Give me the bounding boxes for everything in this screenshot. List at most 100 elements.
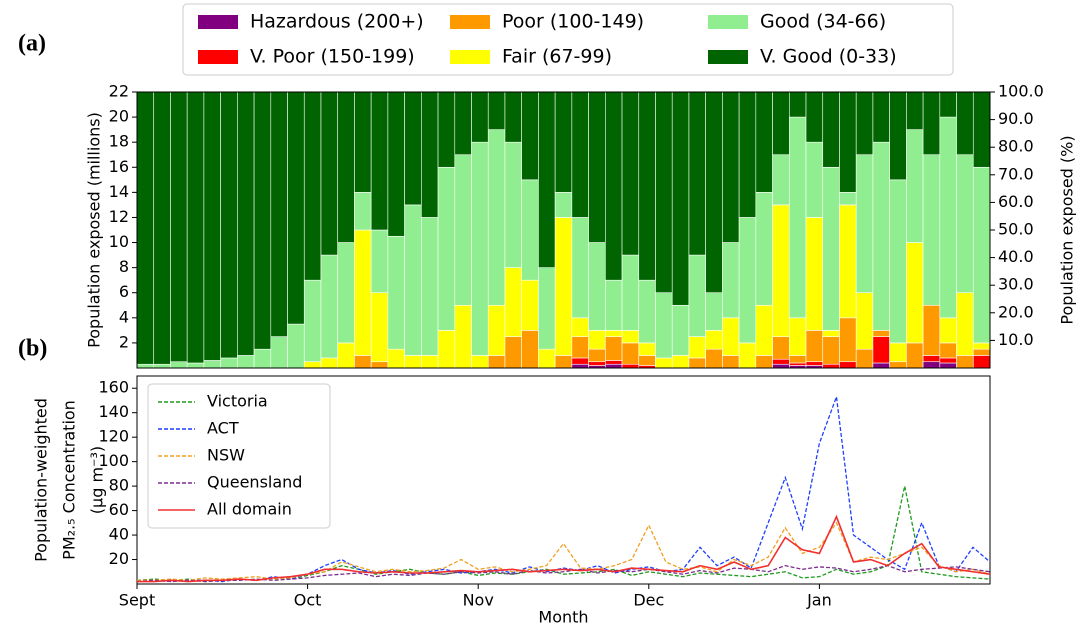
legend-label: Fair (67-99)	[502, 46, 612, 68]
bar-segment	[822, 166, 840, 331]
bar-segment	[337, 342, 355, 369]
bar-segment	[287, 91, 305, 325]
bar-segment	[805, 91, 824, 143]
legend-label: V. Poor (150-199)	[250, 46, 415, 68]
y2-tick-label: 60.0	[998, 192, 1034, 211]
bar-segment	[688, 336, 706, 359]
bar-segment	[253, 91, 272, 350]
y2-axis-title: Population exposed (%)	[1058, 135, 1077, 324]
bar-segment	[605, 360, 623, 365]
bar-segment	[303, 91, 322, 281]
bar-segment	[956, 91, 974, 156]
x-tick-label: Dec	[633, 591, 664, 610]
bar-segment	[487, 129, 506, 306]
bar-segment	[638, 342, 656, 356]
y-tick-label: 60	[109, 500, 129, 519]
bar-segment	[421, 217, 439, 356]
bar-segment	[287, 323, 305, 369]
x-tick-label: Oct	[294, 591, 322, 610]
bar-segment	[688, 357, 706, 369]
bar-segment	[237, 91, 255, 356]
y-tick-label: 20	[109, 107, 129, 126]
bar-segment	[705, 292, 723, 331]
y2-tick-label: 80.0	[998, 137, 1034, 156]
bar-segment	[906, 242, 924, 344]
bar-segment	[839, 361, 857, 369]
bar-segment	[437, 166, 456, 331]
y-tick-label: 22	[109, 82, 129, 101]
bar-segment	[320, 254, 339, 359]
bar-segment	[237, 355, 255, 369]
bar-segment	[387, 91, 405, 237]
legend-swatch	[198, 15, 238, 29]
bar-segment	[655, 292, 673, 359]
bar-segment	[554, 217, 573, 356]
bar-segment	[487, 304, 506, 356]
bar-segment	[939, 317, 957, 344]
bar-segment	[186, 91, 205, 364]
bar-segment	[906, 342, 924, 369]
x-tick-label: Nov	[463, 591, 494, 610]
bar-segment	[571, 357, 589, 365]
bar-segment	[939, 342, 957, 359]
bar-segment	[839, 192, 857, 206]
bar-segment	[370, 292, 389, 363]
bar-segment	[337, 91, 355, 243]
y2-tick-label: 50.0	[998, 220, 1034, 239]
bar-segment	[855, 154, 874, 294]
y-tick-label: 120	[98, 427, 129, 446]
bar-segment	[303, 279, 322, 363]
bar-segment	[939, 362, 957, 369]
bar-segment	[504, 141, 522, 268]
bar-segment	[471, 141, 489, 356]
y-tick-label: 18	[109, 132, 129, 151]
bar-segment	[588, 330, 606, 350]
bar-segment	[972, 342, 991, 350]
legend-label: V. Good (0-33)	[760, 46, 897, 68]
bar-segment	[906, 91, 924, 130]
bar-segment	[772, 204, 790, 337]
bar-segment	[922, 154, 941, 306]
y-tick-label: 160	[98, 378, 129, 397]
y-tick-label: 40	[109, 525, 129, 544]
bar-segment	[772, 91, 790, 156]
bar-segment	[956, 154, 974, 294]
bar-segment	[605, 330, 623, 337]
y-tick-label: 20	[109, 549, 129, 568]
bar-segment	[186, 362, 205, 369]
y2-tick-label: 70.0	[998, 164, 1034, 183]
bar-segment	[788, 355, 807, 364]
y2-tick-label: 30.0	[998, 275, 1034, 294]
bar-segment	[487, 355, 506, 369]
bar-segment	[855, 91, 874, 156]
bar-segment	[504, 336, 522, 369]
bar-segment	[170, 361, 188, 369]
bar-segment	[755, 355, 773, 369]
bar-segment	[772, 363, 790, 369]
legend-swatch	[450, 15, 490, 29]
bar-segment	[605, 91, 623, 281]
bar-segment	[839, 204, 857, 319]
bar-segment	[621, 254, 640, 331]
bar-segment	[303, 361, 322, 369]
line-series	[136, 564, 991, 583]
bar-segment	[588, 91, 606, 243]
bar-segment	[922, 355, 941, 363]
bar-segment	[538, 348, 556, 369]
bar-segment	[972, 91, 991, 168]
legend-label: Hazardous (200+)	[250, 11, 424, 33]
bar-segment	[454, 304, 472, 369]
bar-segment	[705, 330, 723, 350]
bar-segment	[554, 355, 573, 369]
line-series	[137, 514, 991, 583]
bar-segment	[203, 91, 221, 361]
x-axis-title: Month	[538, 608, 588, 627]
bar-segment	[437, 330, 456, 369]
line-series	[136, 396, 991, 583]
line-series	[136, 485, 991, 583]
x-tick-label: Jan	[806, 591, 832, 610]
bar-segment	[972, 348, 991, 356]
bar-segment	[170, 91, 188, 363]
